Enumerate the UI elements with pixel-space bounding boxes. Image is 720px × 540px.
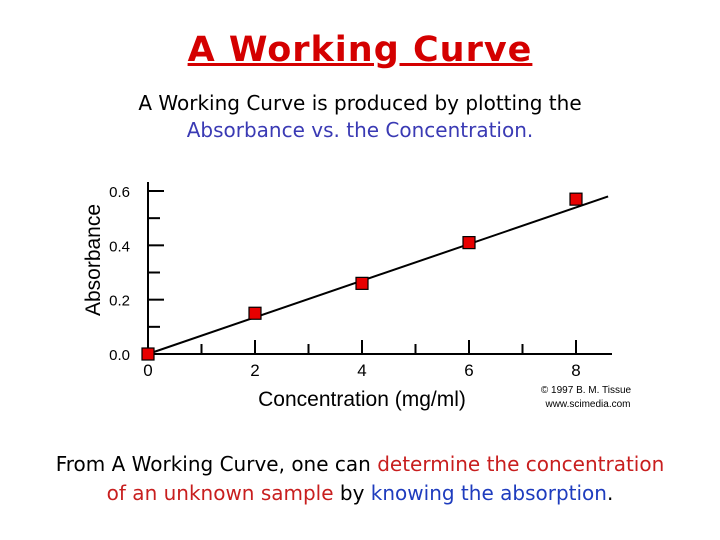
x-tick-label: 2: [250, 361, 259, 380]
credit-line-2: www.scimedia.com: [544, 399, 630, 410]
x-tick-label: 8: [571, 361, 580, 380]
data-point: [141, 347, 155, 361]
data-point: [462, 236, 476, 250]
intro-text: A Working Curve is produced by plotting …: [0, 90, 720, 144]
intro-line-2: Absorbance vs. the Concentration.: [186, 118, 534, 142]
x-tick-label: 6: [464, 361, 473, 380]
data-points: [141, 192, 583, 361]
x-tick-label: 0: [143, 361, 152, 380]
fit-line: [147, 195, 609, 355]
data-point: [569, 192, 583, 206]
footer-part-3: of an unknown sample: [106, 481, 334, 505]
credit-line-1: © 1997 B. M. Tissue: [541, 385, 632, 396]
footer-part-4: by: [333, 481, 371, 505]
x-tick-label: 4: [357, 361, 366, 380]
data-point: [248, 306, 262, 320]
footer-part-2: determine the concentration: [377, 452, 665, 476]
chart-axes: [147, 182, 612, 355]
working-curve-chart: 0.00.20.40.60 2 4 6 8 Concentration (mg/ml) …: [82, 182, 632, 411]
footer-text: From A Working Curve, one can determine …: [0, 450, 720, 508]
y-tick-label: 0.0: [109, 347, 130, 364]
footer-part-1: From A Working Curve, one can: [55, 452, 378, 476]
intro-line-1: A Working Curve is produced by plotting …: [138, 91, 582, 115]
x-axis-label: Concentration (mg/ml): [258, 388, 466, 411]
y-tick-label: 0.2: [109, 293, 130, 310]
footer-part-6: .: [606, 481, 614, 505]
footer-part-5: knowing the absorption: [370, 481, 607, 505]
y-tick-label: 0.4: [109, 238, 130, 255]
chart-ticks: [147, 190, 577, 355]
y-axis-label: Absorbance: [82, 204, 105, 316]
chart-tick-labels: 0.0 0.2 0.4 0.6 0 2 4 6 8: [109, 184, 581, 380]
data-point: [355, 276, 369, 290]
y-tick-label: 0.6: [109, 184, 130, 201]
page-title: A Working Curve: [187, 30, 533, 70]
